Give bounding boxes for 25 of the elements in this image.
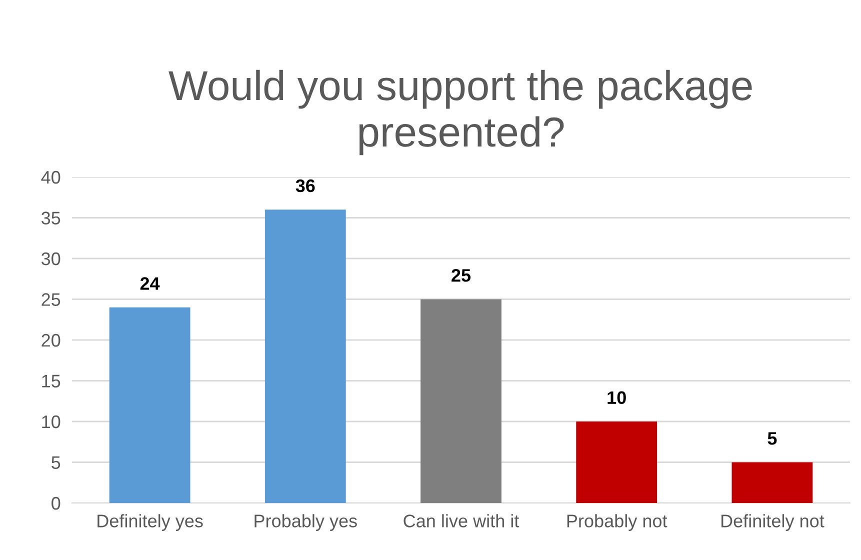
data-label: 10 xyxy=(608,391,626,404)
y-tick-label: 35 xyxy=(41,212,60,224)
x-tick-label: Definitely not xyxy=(721,514,824,531)
y-tick-label: 0 xyxy=(52,496,60,510)
x-tick-label: Can live with it xyxy=(404,514,520,528)
x-tick-label: Probably yes xyxy=(254,514,357,531)
x-tick-label: Probably not xyxy=(567,514,668,531)
x-tick-label: Definitely yes xyxy=(98,514,203,531)
y-tick-label: 40 xyxy=(41,170,60,184)
y-tick-label: 20 xyxy=(42,334,60,347)
data-label: 36 xyxy=(296,179,315,192)
data-label: 24 xyxy=(140,277,160,290)
bar xyxy=(420,299,502,503)
chart-title: Would you support the package presented? xyxy=(168,70,752,156)
y-tick-label: 25 xyxy=(42,293,60,306)
y-tick-label: 10 xyxy=(42,415,60,428)
y-tick-label: 15 xyxy=(42,374,60,388)
y-tick-label: 5 xyxy=(52,456,60,469)
y-tick-label: 30 xyxy=(41,252,60,266)
data-label: 5 xyxy=(768,432,777,445)
bar xyxy=(264,210,346,503)
bar xyxy=(576,422,658,503)
data-label: 25 xyxy=(452,269,471,282)
bar xyxy=(109,307,190,503)
bar xyxy=(732,462,813,503)
